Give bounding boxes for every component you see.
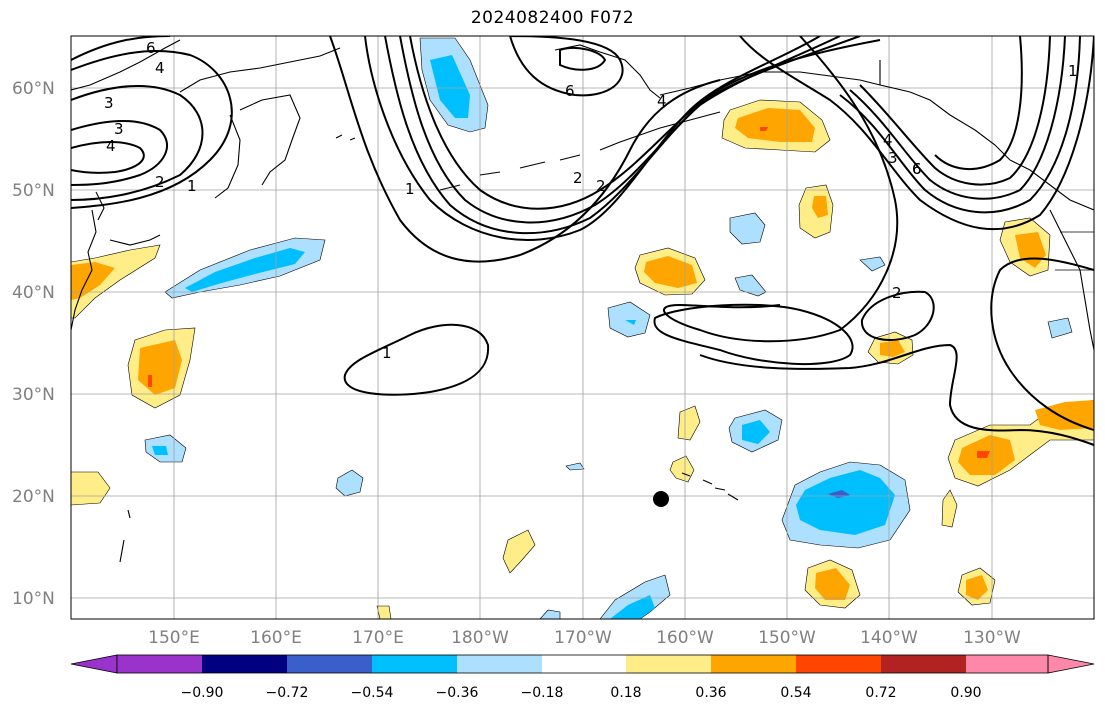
contour-label: 2	[596, 177, 606, 195]
lon-label-170e: 170°E	[352, 628, 404, 648]
lon-label-150w: 150°W	[758, 628, 816, 648]
longitude-labels: 150°E 160°E 170°E 180°W 170°W 160°W 150°…	[148, 628, 1021, 648]
colorbar-segment	[626, 655, 711, 673]
colorbar-frame	[116, 654, 1049, 674]
colorbar-tick-label: −0.18	[521, 685, 564, 701]
borders	[1055, 231, 1094, 271]
colorbar-segment	[202, 655, 287, 673]
contour-labels: 6 4 3 3 4 2 1 1 6 2 2 4 6 4 3 6 1 2 1	[104, 39, 1078, 362]
coastlines	[71, 39, 1094, 563]
graticule	[71, 36, 1094, 619]
contour-label: 4	[883, 131, 893, 149]
lon-label-160e: 160°E	[250, 628, 302, 648]
colorbar-extend-high	[1047, 654, 1095, 674]
contours	[71, 36, 1094, 446]
lat-label-30n: 30°N	[12, 385, 55, 405]
latitude-labels: 60°N 50°N 40°N 30°N 20°N 10°N	[12, 79, 55, 609]
contour-label: 4	[106, 137, 116, 155]
colorbar-tick-label: 0.90	[950, 685, 981, 701]
lon-label-130w: 130°W	[963, 628, 1021, 648]
colorbar-segment	[881, 655, 966, 673]
colorbar-segment	[287, 655, 372, 673]
colorbar-segment	[117, 655, 202, 673]
colorbar-tick-label: −0.72	[266, 685, 309, 701]
anomaly-shading	[71, 37, 1094, 619]
colorbar-tick-label: 0.18	[610, 685, 641, 701]
colorbar-segment	[711, 655, 796, 673]
lon-label-140w: 140°W	[860, 628, 918, 648]
map-title: 2024082400 F072	[470, 8, 635, 28]
contour-label: 2	[573, 169, 583, 187]
contour-label: 4	[155, 59, 165, 77]
colorbar-extend-low	[70, 654, 118, 674]
map-frame	[70, 35, 1095, 620]
lat-label-10n: 10°N	[12, 589, 55, 609]
contour-label: 3	[888, 149, 898, 167]
contour-label: 1	[187, 177, 197, 195]
contour-label: 2	[892, 284, 902, 302]
colorbar-segment	[372, 655, 457, 673]
contour-label: 3	[114, 120, 124, 138]
contour-label: 6	[146, 39, 156, 57]
colorbar-tick-label: 0.54	[780, 685, 811, 701]
lon-label-170w: 170°W	[554, 628, 612, 648]
colorbar-tick-label: 0.36	[695, 685, 726, 701]
contour-label: 1	[1068, 62, 1078, 80]
colorbar-tick-label: 0.72	[865, 685, 896, 701]
lat-label-40n: 40°N	[12, 283, 55, 303]
colorbar-tick-label: −0.90	[181, 685, 224, 701]
lon-label-160w: 160°W	[656, 628, 714, 648]
contour-label: 1	[405, 180, 415, 198]
storm-position-marker	[653, 491, 669, 507]
map-background	[71, 36, 1094, 619]
colorbar: −0.90 −0.72 −0.54 −0.36 −0.18 0.18 0.36 …	[70, 654, 1095, 701]
contour-label: 3	[104, 94, 114, 112]
colorbar-tick-label: −0.54	[351, 685, 394, 701]
lat-label-20n: 20°N	[12, 487, 55, 507]
contour-label: 4	[657, 92, 667, 110]
lat-label-50n: 50°N	[12, 181, 55, 201]
contour-label: 6	[565, 82, 575, 100]
contour-label: 2	[155, 173, 165, 191]
contour-label: 6	[912, 160, 922, 178]
colorbar-segment	[542, 655, 626, 673]
contour-label: 1	[382, 344, 392, 362]
colorbar-segment	[796, 655, 881, 673]
colorbar-segment	[966, 655, 1048, 673]
lon-label-150e: 150°E	[148, 628, 200, 648]
lat-label-60n: 60°N	[12, 79, 55, 99]
lon-label-180w: 180°W	[451, 628, 509, 648]
colorbar-tick-label: −0.36	[436, 685, 479, 701]
colorbar-segment	[457, 655, 542, 673]
contour-label: 6	[912, 160, 922, 178]
